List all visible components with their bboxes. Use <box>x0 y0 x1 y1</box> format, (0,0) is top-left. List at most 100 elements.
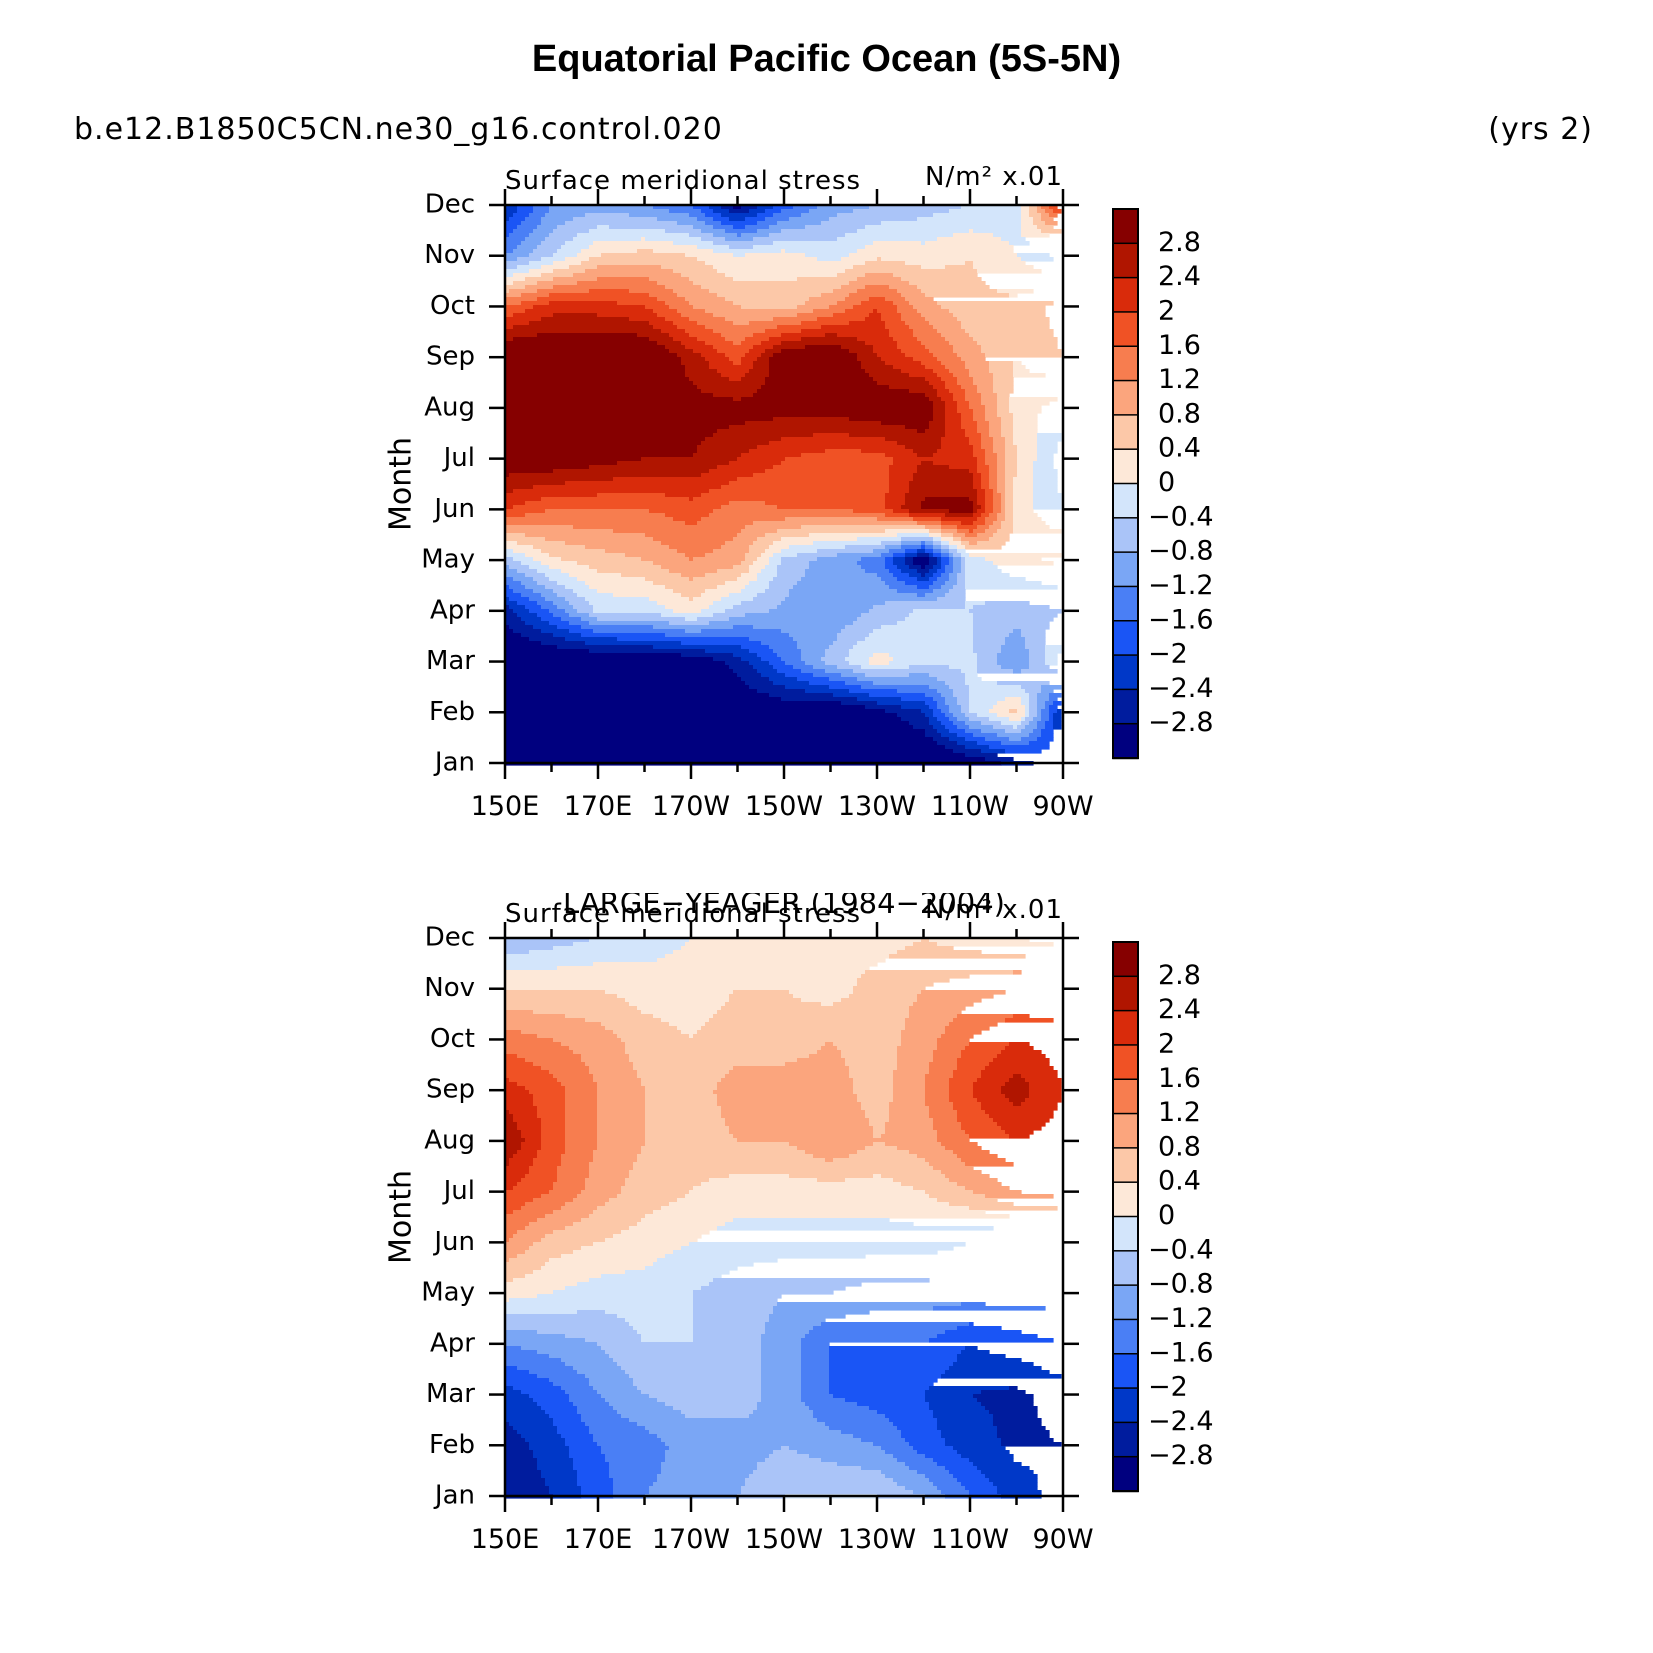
contour-cell <box>925 1474 954 1479</box>
contour-cell <box>777 669 802 674</box>
contour-cell <box>965 605 974 610</box>
contour-cell <box>505 1262 546 1267</box>
contour-cell <box>765 469 890 474</box>
x-tick-label: 90W <box>1032 1524 1093 1555</box>
contour-cell <box>773 1310 870 1315</box>
contour-cell <box>945 569 954 574</box>
contour-cell <box>1033 717 1042 722</box>
contour-cell <box>921 241 926 246</box>
contour-cell <box>861 365 894 370</box>
contour-cell <box>529 269 554 274</box>
contour-cell <box>713 393 754 398</box>
contour-cell <box>553 589 574 594</box>
contour-cell <box>1021 229 1042 234</box>
contour-cell <box>933 417 946 422</box>
contour-cell <box>625 1318 694 1323</box>
colorbar-box <box>1112 1250 1139 1287</box>
contour-cell <box>789 1174 874 1179</box>
colorbar-box <box>1112 414 1139 451</box>
contour-cell <box>913 305 942 310</box>
contour-cell <box>713 345 754 350</box>
contour-cell <box>893 1454 926 1459</box>
contour-cell <box>945 381 958 386</box>
contour-cell <box>897 589 934 594</box>
contour-cell <box>505 1418 554 1423</box>
contour-cell <box>565 1138 598 1143</box>
contour-cell <box>897 345 926 350</box>
contour-cell <box>929 1062 958 1067</box>
contour-cell <box>717 569 750 574</box>
contour-cell <box>733 1134 874 1139</box>
contour-cell <box>941 557 950 562</box>
contour-cell <box>505 1406 542 1411</box>
contour-cell <box>761 1362 802 1367</box>
contour-cell <box>505 709 886 714</box>
contour-cell <box>1033 729 1042 734</box>
contour-cell <box>569 1454 606 1459</box>
contour-cell <box>985 737 1010 742</box>
contour-cell <box>701 473 754 478</box>
contour-cell <box>505 425 730 430</box>
contour-cell <box>929 1066 958 1071</box>
contour-cell <box>625 1050 818 1055</box>
contour-cell <box>741 233 770 238</box>
contour-cell <box>925 545 934 550</box>
contour-cell <box>1029 1090 1062 1095</box>
contour-cell <box>857 617 906 622</box>
contour-cell <box>897 1054 934 1059</box>
contour-cell <box>937 329 966 334</box>
contour-cell <box>1029 1094 1062 1099</box>
contour-cell <box>993 437 1006 442</box>
contour-cell <box>933 409 946 414</box>
contour-cell <box>645 577 690 582</box>
contour-cell <box>977 1466 1030 1471</box>
contour-cell <box>509 1158 534 1163</box>
contour-cell <box>977 525 990 530</box>
contour-cell <box>641 1390 762 1395</box>
contour-cell <box>505 241 522 246</box>
contour-cell <box>557 645 654 650</box>
contour-cell <box>717 585 746 590</box>
contour-cell <box>873 605 966 610</box>
contour-cell <box>1025 725 1038 730</box>
contour-cell <box>829 1362 954 1367</box>
contour-cell <box>889 653 978 658</box>
contour-cell <box>505 1054 518 1059</box>
contour-cell <box>957 573 966 578</box>
contour-cell <box>973 1394 1034 1399</box>
contour-cell <box>565 1126 598 1131</box>
contour-cell <box>577 1406 614 1411</box>
contour-cell <box>565 1122 598 1127</box>
contour-cell <box>853 1090 894 1095</box>
contour-cell <box>797 305 830 310</box>
contour-cell <box>689 497 694 502</box>
contour-cell <box>505 1198 534 1203</box>
contour-cell <box>905 549 918 554</box>
contour-cell <box>773 353 858 358</box>
contour-cell <box>933 1166 974 1171</box>
contour-cell <box>885 557 894 562</box>
contour-cell <box>741 561 754 566</box>
contour-cell <box>965 565 998 570</box>
contour-cell <box>1013 517 1042 522</box>
contour-cell <box>893 553 906 558</box>
contour-cell <box>541 317 630 322</box>
contour-cell <box>1021 629 1046 634</box>
contour-cell <box>721 221 758 226</box>
contour-cell <box>641 1338 694 1343</box>
contour-cell <box>505 733 926 738</box>
contour-cell <box>965 1346 978 1351</box>
contour-cell <box>829 1346 966 1351</box>
contour-cell <box>1005 501 1014 506</box>
contour-cell <box>953 553 962 558</box>
contour-cell <box>953 397 966 402</box>
contour-cell <box>633 1062 786 1067</box>
contour-cell <box>813 1154 850 1159</box>
contour-cell <box>537 1294 694 1299</box>
contour-cell <box>801 1338 930 1343</box>
contour-cell <box>985 461 998 466</box>
contour-cell <box>941 517 978 522</box>
contour-cell <box>929 685 950 690</box>
contour-cell <box>981 721 1002 726</box>
contour-cell <box>945 405 958 410</box>
